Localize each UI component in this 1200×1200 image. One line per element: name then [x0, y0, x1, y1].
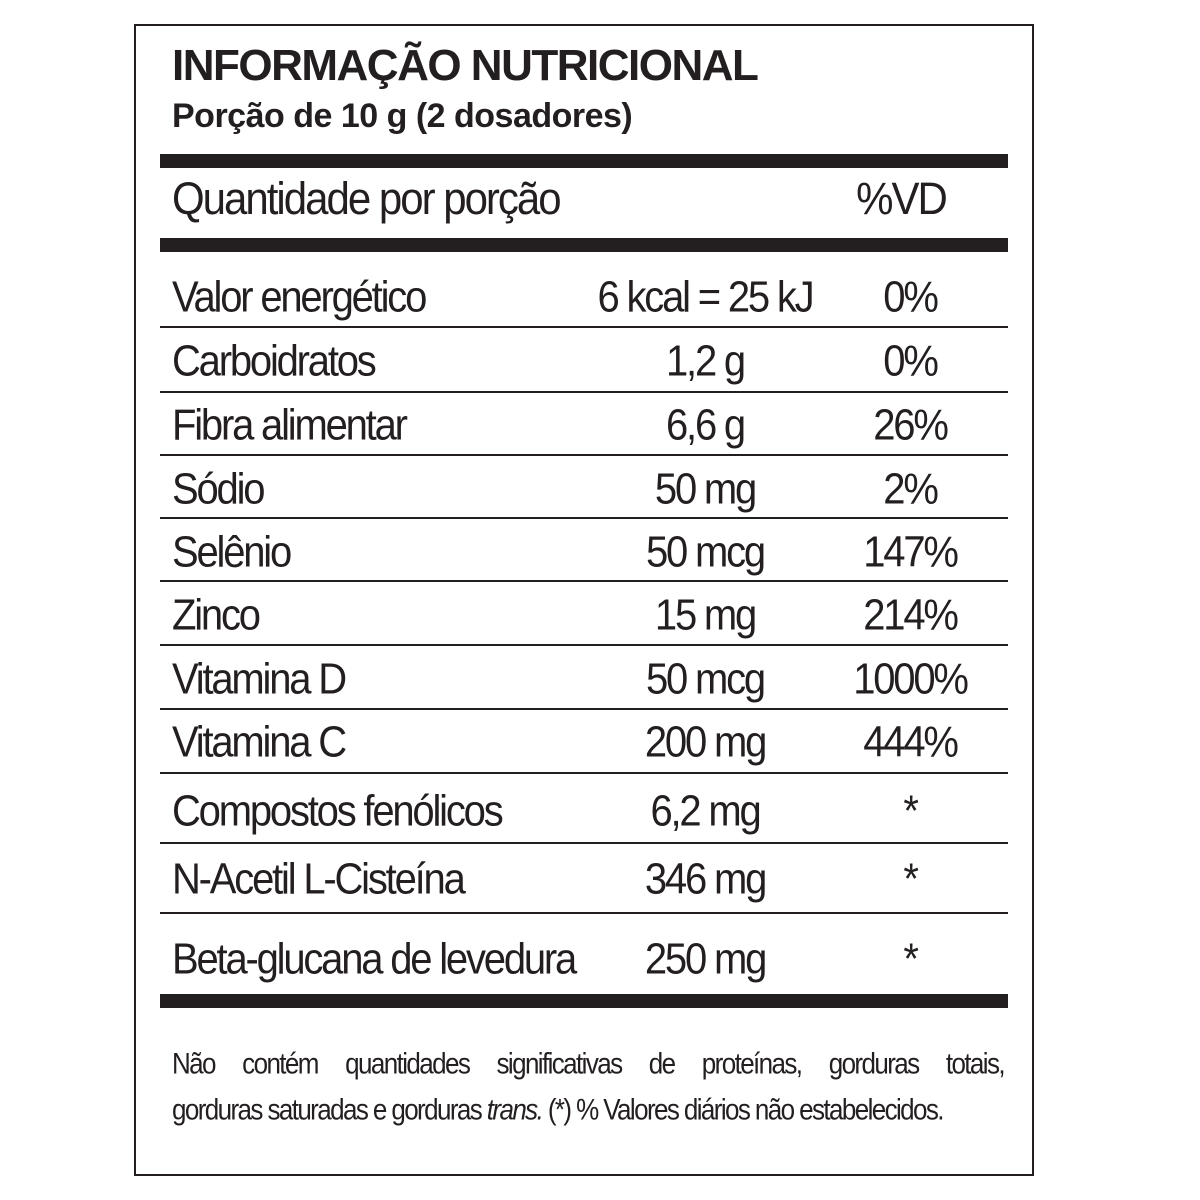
row-divider	[160, 580, 1008, 582]
nutrient-name: Selênio	[172, 527, 292, 577]
nutrient-name: Vitamina D	[172, 654, 347, 704]
row-divider	[160, 644, 1008, 646]
row-divider	[160, 326, 1008, 328]
nutrient-name: Valor energético	[172, 272, 427, 322]
top-thick-bar	[160, 154, 1008, 168]
nutrient-daily-value: 2%	[883, 464, 939, 514]
daily-value-header: %VD	[856, 173, 948, 224]
row-divider	[160, 517, 1008, 519]
nutrient-amount: 50 mcg	[646, 654, 766, 704]
nutrient-daily-value: *	[903, 854, 919, 904]
quantity-per-portion-header: Quantidade por porção	[172, 173, 562, 224]
nutrient-daily-value: *	[903, 786, 919, 836]
nutrient-daily-value: *	[903, 934, 919, 984]
nutrient-amount: 1,2 g	[666, 336, 746, 386]
nutrient-amount: 346 mg	[644, 854, 767, 904]
nutrition-label-frame	[134, 24, 1034, 1176]
portion-size: Porção de 10 g (2 dosadores)	[172, 97, 633, 135]
row-divider	[160, 912, 1008, 914]
nutrient-name: Zinco	[172, 590, 261, 640]
nutrient-daily-value: 0%	[883, 336, 939, 386]
row-divider	[160, 842, 1008, 844]
nutrient-daily-value: 1000%	[853, 654, 969, 704]
nutrient-daily-value: 147%	[863, 527, 959, 577]
nutrient-amount: 6,2 mg	[650, 786, 761, 836]
row-divider	[160, 454, 1008, 456]
nutrient-amount: 50 mcg	[646, 527, 766, 577]
nutrient-name: Compostos fenólicos	[172, 786, 504, 836]
footnote-line-2-end: (*) % Valores diários não estabelecidos.	[542, 1091, 945, 1127]
footnote-line-2-start: gorduras saturadas e gorduras	[172, 1091, 487, 1127]
nutrient-amount: 6,6 g	[666, 400, 746, 450]
nutrient-amount: 50 mg	[654, 464, 757, 514]
row-divider	[160, 772, 1008, 774]
nutrient-amount: 250 mg	[644, 934, 767, 984]
nutrient-name: N-Acetil L-Cisteína	[172, 854, 466, 904]
nutrient-name: Carboidratos	[172, 336, 377, 386]
label-title: INFORMAÇÃO NUTRICIONAL	[172, 41, 759, 90]
nutrient-name: Fibra alimentar	[172, 400, 408, 450]
nutrient-name: Sódio	[172, 464, 266, 514]
row-divider	[160, 391, 1008, 393]
nutrient-daily-value: 214%	[863, 590, 959, 640]
nutrient-name: Beta-glucana de levedura	[172, 934, 577, 984]
nutrient-name: Vitamina C	[172, 717, 347, 767]
nutrient-amount: 6 kcal = 25 kJ	[597, 272, 815, 322]
nutrient-amount: 15 mg	[654, 590, 757, 640]
footnote: Não contém quantidades significativas de…	[172, 1040, 1006, 1132]
footnote-line-1: Não contém quantidades significativas de…	[172, 1045, 1006, 1081]
nutrient-daily-value: 26%	[873, 400, 949, 450]
nutrient-amount: 200 mg	[644, 717, 767, 767]
row-divider	[160, 708, 1008, 710]
header-thick-bar	[160, 238, 1008, 252]
footnote-trans-italic: trans.	[486, 1091, 544, 1127]
nutrient-daily-value: 444%	[863, 717, 959, 767]
nutrient-daily-value: 0%	[883, 272, 939, 322]
bottom-thick-bar	[160, 994, 1008, 1008]
